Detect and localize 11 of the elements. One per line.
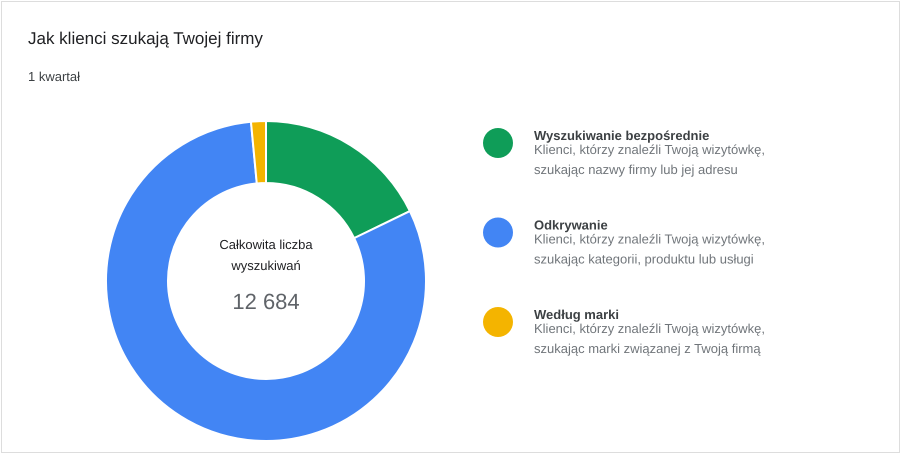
chart-subtitle: 1 kwartał: [28, 69, 80, 84]
text: Klienci, którzy znaleźli Twoją wizytówkę, szukając marki związanej z Twoją firmą: [534, 321, 765, 356]
text: Klienci, którzy znaleźli Twoją wizytówkę, szukając kategorii, produktu lub usługi: [534, 232, 765, 266]
legend-label: Wyszukiwanie bezpośrednie: [534, 128, 710, 143]
text: Klienci, którzy znaleźli Twoją wizytówkę, szukając nazwy firmy lub jej adresu: [534, 142, 765, 177]
legend-label: Według marki: [534, 307, 620, 322]
legend-label: Odkrywanie: [534, 218, 608, 232]
chart-title: Jak klienci szukają Twojej firmy: [28, 29, 264, 48]
text: Całkowita liczba wyszukiwań: [219, 237, 314, 273]
donut-slice: [105, 120, 427, 442]
text: 12 684: [232, 289, 300, 314]
